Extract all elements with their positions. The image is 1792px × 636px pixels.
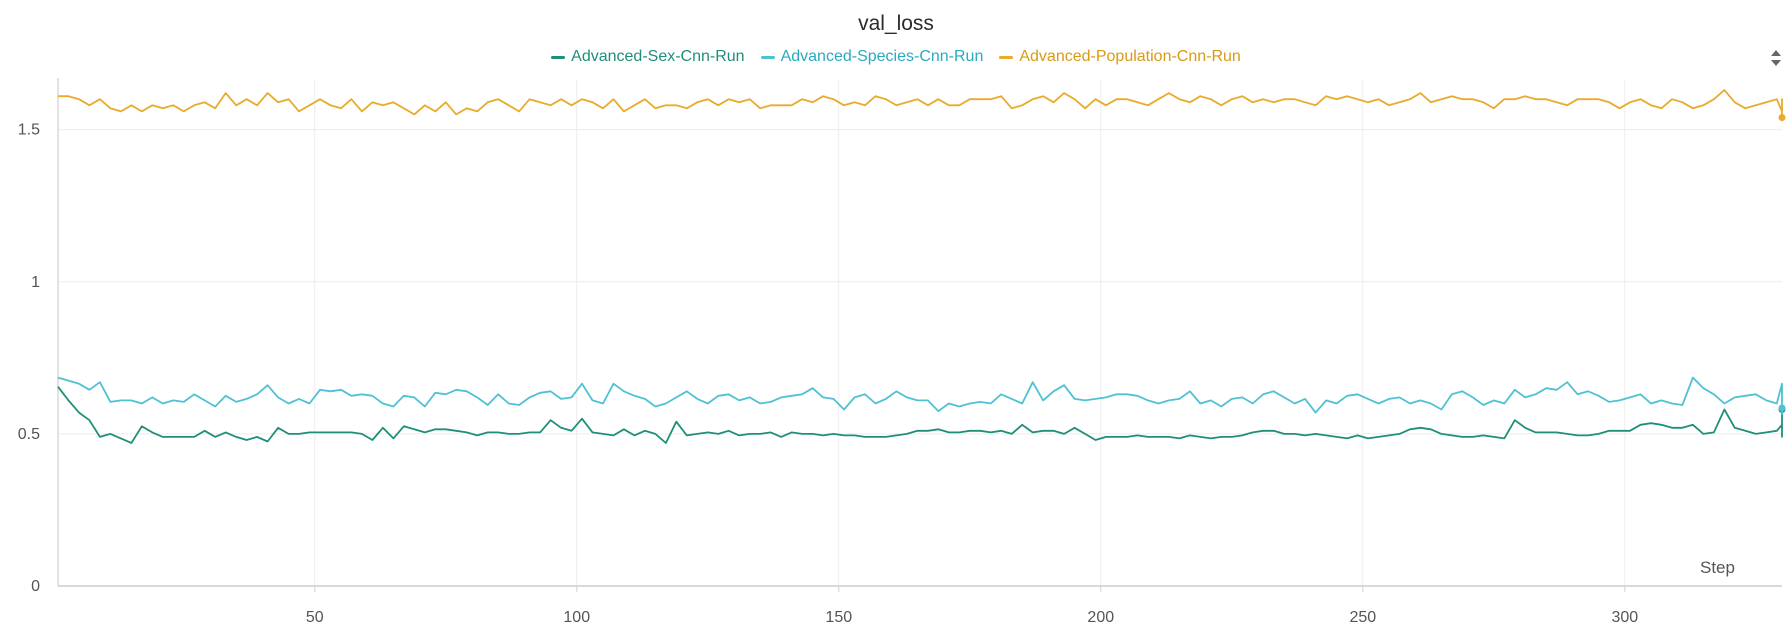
series-endpoint-2[interactable] <box>1778 113 1786 121</box>
y-tick-label: 0 <box>31 578 40 595</box>
sort-arrows-icon[interactable] <box>1770 48 1782 68</box>
legend-swatch-sex <box>551 55 566 59</box>
legend: Advanced-Sex-Cnn-Run Advanced-Species-Cn… <box>0 48 1792 66</box>
tick-labels: 0 0.5 1 1.5 50 100 150 200 250 300 <box>18 122 1638 626</box>
x-axis-title: Step <box>1700 558 1735 577</box>
legend-swatch-population <box>999 55 1014 59</box>
legend-label-sex: Advanced-Sex-Cnn-Run <box>571 48 745 65</box>
series-lines <box>57 89 1786 444</box>
legend-label-population: Advanced-Population-Cnn-Run <box>1019 48 1241 65</box>
x-tick-label: 100 <box>563 609 590 626</box>
x-tick-label: 150 <box>825 609 852 626</box>
x-tick-label: 250 <box>1349 609 1376 626</box>
legend-item-species[interactable]: Advanced-Species-Cnn-Run <box>760 48 984 66</box>
chart-title: val_loss <box>858 12 934 35</box>
legend-label-species: Advanced-Species-Cnn-Run <box>780 48 984 65</box>
x-tick-label: 200 <box>1087 609 1114 626</box>
legend-swatch-species <box>760 55 775 59</box>
series-line-2[interactable] <box>58 89 1783 122</box>
x-tick-label: 300 <box>1611 609 1638 626</box>
grid-lines <box>58 80 1782 586</box>
legend-item-sex[interactable]: Advanced-Sex-Cnn-Run <box>551 48 745 66</box>
y-tick-label: 0.5 <box>18 426 40 443</box>
series-line-0[interactable] <box>57 386 1783 444</box>
x-tick-label: 50 <box>306 609 324 626</box>
axes <box>57 78 1782 592</box>
y-tick-label: 1.5 <box>18 122 40 139</box>
legend-item-population[interactable]: Advanced-Population-Cnn-Run <box>999 48 1241 66</box>
series-endpoint-1[interactable] <box>1778 404 1786 412</box>
series-line-1[interactable] <box>57 376 1783 415</box>
y-tick-label: 1 <box>31 274 40 291</box>
